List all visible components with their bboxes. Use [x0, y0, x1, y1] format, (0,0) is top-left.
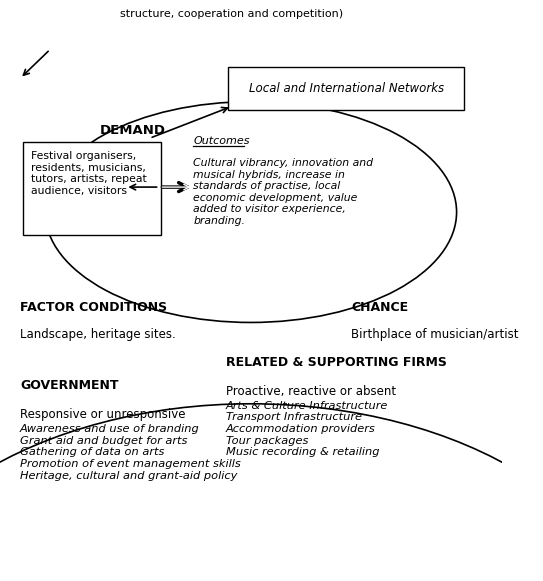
Text: DEMAND: DEMAND	[100, 124, 166, 137]
Text: Responsive or unresponsive: Responsive or unresponsive	[20, 408, 186, 421]
Text: Proactive, reactive or absent: Proactive, reactive or absent	[226, 385, 396, 397]
Text: Cultural vibrancy, innovation and
musical hybrids, increase in
standards of prac: Cultural vibrancy, innovation and musica…	[193, 158, 373, 226]
FancyBboxPatch shape	[228, 67, 464, 110]
Text: structure, cooperation and competition): structure, cooperation and competition)	[121, 9, 344, 19]
FancyBboxPatch shape	[23, 142, 161, 235]
Text: Birthplace of musician/artist: Birthplace of musician/artist	[351, 328, 519, 341]
Text: CHANCE: CHANCE	[351, 301, 408, 314]
Text: Outcomes: Outcomes	[193, 137, 250, 146]
Text: RELATED & SUPPORTING FIRMS: RELATED & SUPPORTING FIRMS	[226, 356, 447, 369]
Text: Local and International Networks: Local and International Networks	[249, 82, 444, 95]
Text: FACTOR CONDITIONS: FACTOR CONDITIONS	[20, 301, 167, 314]
Text: Landscape, heritage sites.: Landscape, heritage sites.	[20, 328, 176, 341]
Text: Festival organisers,
residents, musicians,
tutors, artists, repeat
audience, vis: Festival organisers, residents, musician…	[31, 151, 147, 196]
Text: GOVERNMENT: GOVERNMENT	[20, 379, 118, 392]
Text: Arts & Culture Infrastructure
Transport Infrastructure
Accommodation providers
T: Arts & Culture Infrastructure Transport …	[226, 401, 388, 457]
Text: Awareness and use of branding
Grant aid and budget for arts
Gathering of data on: Awareness and use of branding Grant aid …	[20, 424, 241, 480]
